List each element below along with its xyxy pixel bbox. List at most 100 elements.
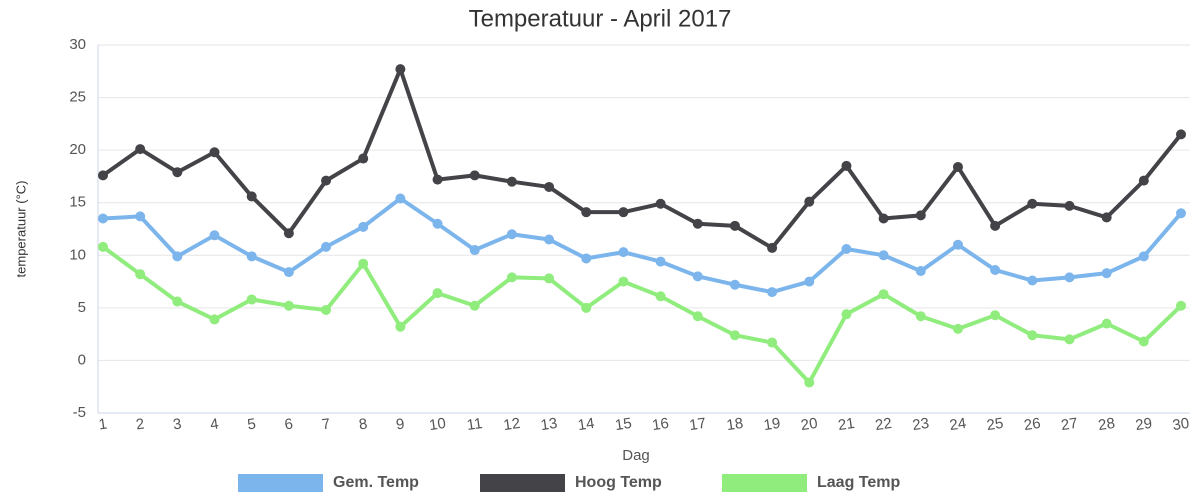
data-point xyxy=(395,64,406,75)
data-point xyxy=(246,251,257,262)
y-axis-label: temperatuur (°C) xyxy=(13,181,28,278)
y-tick-label: 0 xyxy=(78,351,86,368)
data-point xyxy=(172,167,183,178)
y-tick-label: 5 xyxy=(78,299,86,316)
data-point xyxy=(98,170,108,181)
data-point xyxy=(655,198,666,209)
x-tick-label: 26 xyxy=(1023,415,1042,434)
legend-label[interactable]: Hoog Temp xyxy=(575,474,662,491)
x-tick-label: 1 xyxy=(98,415,109,433)
data-point xyxy=(878,250,889,261)
x-tick-label: 15 xyxy=(614,415,633,434)
x-tick-label: 25 xyxy=(986,415,1005,434)
x-tick-label: 22 xyxy=(874,415,893,434)
data-point xyxy=(618,207,629,218)
x-tick-label: 12 xyxy=(502,415,521,434)
y-tick-label: 10 xyxy=(69,246,86,263)
data-point xyxy=(952,161,963,172)
data-point xyxy=(692,218,703,229)
data-point xyxy=(544,234,555,245)
data-point xyxy=(395,193,406,204)
data-point xyxy=(432,288,443,299)
series-line xyxy=(101,245,1183,385)
data-point xyxy=(767,287,778,298)
data-point xyxy=(283,228,294,239)
data-point xyxy=(135,144,146,155)
x-tick-label: 18 xyxy=(725,415,744,434)
data-point xyxy=(506,272,517,283)
x-tick-label: 20 xyxy=(800,415,819,434)
x-tick-label: 27 xyxy=(1060,415,1079,434)
data-point xyxy=(804,196,815,207)
data-point xyxy=(358,221,369,232)
data-point xyxy=(581,253,592,264)
data-point xyxy=(581,207,592,218)
data-point xyxy=(655,256,666,267)
data-point xyxy=(1138,336,1149,347)
data-point xyxy=(618,247,629,258)
data-point xyxy=(1064,334,1075,345)
x-tick-label: 13 xyxy=(540,415,559,434)
data-point xyxy=(98,213,108,224)
data-point xyxy=(1064,272,1075,283)
data-point xyxy=(172,296,183,307)
data-point xyxy=(692,311,703,322)
data-point xyxy=(1101,212,1112,223)
data-point xyxy=(729,330,740,341)
x-tick-label: 4 xyxy=(209,415,220,433)
legend-label[interactable]: Laag Temp xyxy=(817,474,901,491)
data-point xyxy=(915,311,926,322)
chart-title: Temperatuur - April 2017 xyxy=(469,5,732,32)
data-point xyxy=(358,258,369,269)
data-point xyxy=(1138,251,1149,262)
data-point xyxy=(618,276,629,287)
data-point xyxy=(469,245,480,256)
legend-swatch[interactable] xyxy=(722,474,807,492)
x-tick-label: 28 xyxy=(1097,415,1116,434)
data-point xyxy=(395,321,406,332)
data-point xyxy=(283,300,294,311)
data-point xyxy=(841,160,852,171)
data-point xyxy=(990,265,1001,276)
x-tick-label: 14 xyxy=(577,415,596,434)
data-point xyxy=(98,241,108,252)
series-line xyxy=(101,67,1183,250)
x-tick-label: 2 xyxy=(135,415,146,433)
x-tick-label: 10 xyxy=(428,415,447,434)
data-point xyxy=(1027,330,1038,341)
data-point xyxy=(1064,200,1075,211)
x-tick-label: 11 xyxy=(466,415,484,434)
data-point xyxy=(1176,300,1186,311)
data-point xyxy=(841,309,852,320)
legend-swatch[interactable] xyxy=(480,474,565,492)
x-tick-label: 6 xyxy=(283,415,294,433)
data-point xyxy=(767,242,778,253)
data-point xyxy=(283,267,294,278)
x-tick-label: 16 xyxy=(651,415,670,434)
data-point xyxy=(506,229,517,240)
data-point xyxy=(135,269,146,280)
data-point xyxy=(469,300,480,311)
data-point xyxy=(1176,129,1186,140)
data-point xyxy=(544,273,555,284)
data-point xyxy=(990,220,1001,231)
data-point xyxy=(729,279,740,290)
data-point xyxy=(209,314,220,325)
data-point xyxy=(841,243,852,254)
data-point xyxy=(432,174,443,185)
y-tick-label: 25 xyxy=(69,89,86,106)
data-point xyxy=(1138,175,1149,186)
x-tick-label: 3 xyxy=(172,415,183,433)
x-tick-label: 29 xyxy=(1134,415,1153,434)
legend-swatch[interactable] xyxy=(238,474,323,492)
data-point xyxy=(246,191,257,202)
data-point xyxy=(1027,198,1038,209)
legend-label[interactable]: Gem. Temp xyxy=(333,474,419,491)
x-tick-label: 5 xyxy=(246,415,257,433)
data-point xyxy=(767,337,778,348)
data-point xyxy=(506,176,517,187)
data-point xyxy=(692,271,703,282)
data-point xyxy=(321,304,332,315)
data-point xyxy=(209,147,220,158)
